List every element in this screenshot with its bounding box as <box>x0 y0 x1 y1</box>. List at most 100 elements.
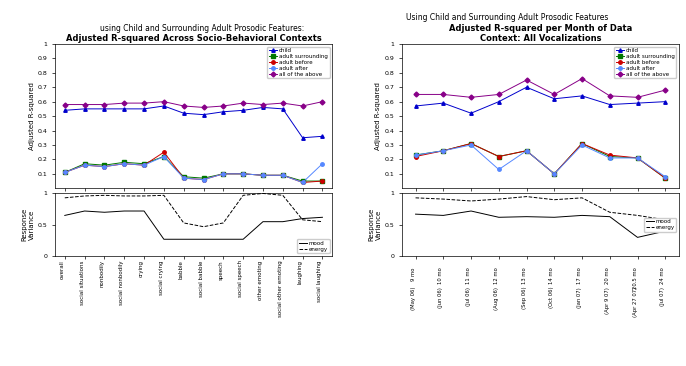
mood <box>550 215 558 220</box>
all of the above <box>120 101 128 105</box>
adult before <box>633 156 641 160</box>
Title: Adjusted R-squared Across Socio-Behavioral Contexts: Adjusted R-squared Across Socio-Behavior… <box>66 34 322 43</box>
adult surrounding <box>633 156 641 160</box>
child <box>633 101 641 105</box>
mood <box>120 209 128 213</box>
adult surrounding <box>160 154 168 159</box>
mood <box>578 213 586 218</box>
Text: (Jun 06): (Jun 06) <box>438 287 443 308</box>
all of the above <box>60 102 69 107</box>
adult before <box>80 163 88 167</box>
mood <box>239 237 247 242</box>
adult surrounding <box>140 161 148 166</box>
child <box>279 107 287 111</box>
mood <box>259 220 267 224</box>
mood <box>140 209 148 213</box>
Text: 13 mo: 13 mo <box>521 267 527 284</box>
adult before <box>523 149 531 153</box>
Line: energy: energy <box>64 194 322 227</box>
adult after <box>100 164 108 169</box>
adult surrounding <box>578 141 586 146</box>
child <box>80 107 88 111</box>
adult before <box>661 176 670 180</box>
adult after <box>200 178 208 182</box>
Text: 11 mo: 11 mo <box>466 267 471 284</box>
energy <box>495 197 503 201</box>
all of the above <box>239 101 247 105</box>
Text: (Jul 06): (Jul 06) <box>466 287 471 306</box>
adult surrounding <box>606 154 614 159</box>
adult after <box>220 172 228 176</box>
child <box>259 105 267 110</box>
child <box>661 100 670 104</box>
energy <box>606 210 614 214</box>
mood <box>298 216 307 221</box>
adult after <box>80 163 88 167</box>
mood <box>412 212 420 216</box>
mood <box>200 237 208 242</box>
adult after <box>633 156 641 160</box>
adult after <box>578 143 586 147</box>
energy <box>523 194 531 199</box>
adult before <box>467 141 475 146</box>
adult surrounding <box>279 173 287 178</box>
adult after <box>661 175 670 179</box>
adult after <box>279 173 287 178</box>
all of the above <box>279 101 287 105</box>
adult surrounding <box>239 172 247 176</box>
all of the above <box>412 92 420 97</box>
child <box>140 107 148 111</box>
adult before <box>279 173 287 178</box>
Legend: mood, energy: mood, energy <box>644 218 676 232</box>
all of the above <box>633 95 641 100</box>
child <box>298 135 307 140</box>
Y-axis label: Adjusted R-squared: Adjusted R-squared <box>375 82 381 150</box>
adult surrounding <box>439 149 447 153</box>
adult before <box>495 154 503 159</box>
all of the above <box>298 104 307 108</box>
adult before <box>180 176 188 180</box>
adult surrounding <box>180 175 188 179</box>
all of the above <box>550 92 558 97</box>
Line: mood: mood <box>416 211 665 238</box>
adult after <box>467 143 475 147</box>
adult after <box>160 154 168 159</box>
adult surrounding <box>523 149 531 153</box>
energy <box>412 196 420 200</box>
energy <box>80 194 88 198</box>
adult after <box>495 167 503 172</box>
energy <box>279 193 287 198</box>
all of the above <box>80 102 88 107</box>
all of the above <box>439 92 447 97</box>
adult after <box>550 172 558 176</box>
adult surrounding <box>318 179 327 183</box>
all of the above <box>318 100 327 104</box>
Text: 24 mo: 24 mo <box>660 267 665 284</box>
Line: adult surrounding: adult surrounding <box>63 155 324 183</box>
all of the above <box>140 101 148 105</box>
Legend: child, adult surrounding, adult before, adult after, all of the above: child, adult surrounding, adult before, … <box>268 47 329 78</box>
adult after <box>439 149 447 153</box>
adult after <box>412 153 420 157</box>
Text: (Jan 07): (Jan 07) <box>577 287 582 307</box>
Legend: mood, energy: mood, energy <box>297 239 329 253</box>
all of the above <box>661 88 670 92</box>
adult after <box>120 161 128 166</box>
all of the above <box>495 92 503 97</box>
adult before <box>318 179 327 183</box>
mood <box>467 209 475 213</box>
Text: 17 mo: 17 mo <box>577 267 582 284</box>
mood <box>523 214 531 219</box>
Text: (Apr 27 07): (Apr 27 07) <box>632 287 637 317</box>
child <box>120 107 128 111</box>
child <box>439 101 447 105</box>
child <box>160 104 168 108</box>
energy <box>120 194 128 198</box>
adult before <box>412 154 420 159</box>
adult surrounding <box>200 176 208 180</box>
child <box>60 108 69 112</box>
child <box>495 100 503 104</box>
Text: 10 mo: 10 mo <box>438 267 443 284</box>
Line: adult before: adult before <box>63 150 324 184</box>
child <box>467 111 475 115</box>
